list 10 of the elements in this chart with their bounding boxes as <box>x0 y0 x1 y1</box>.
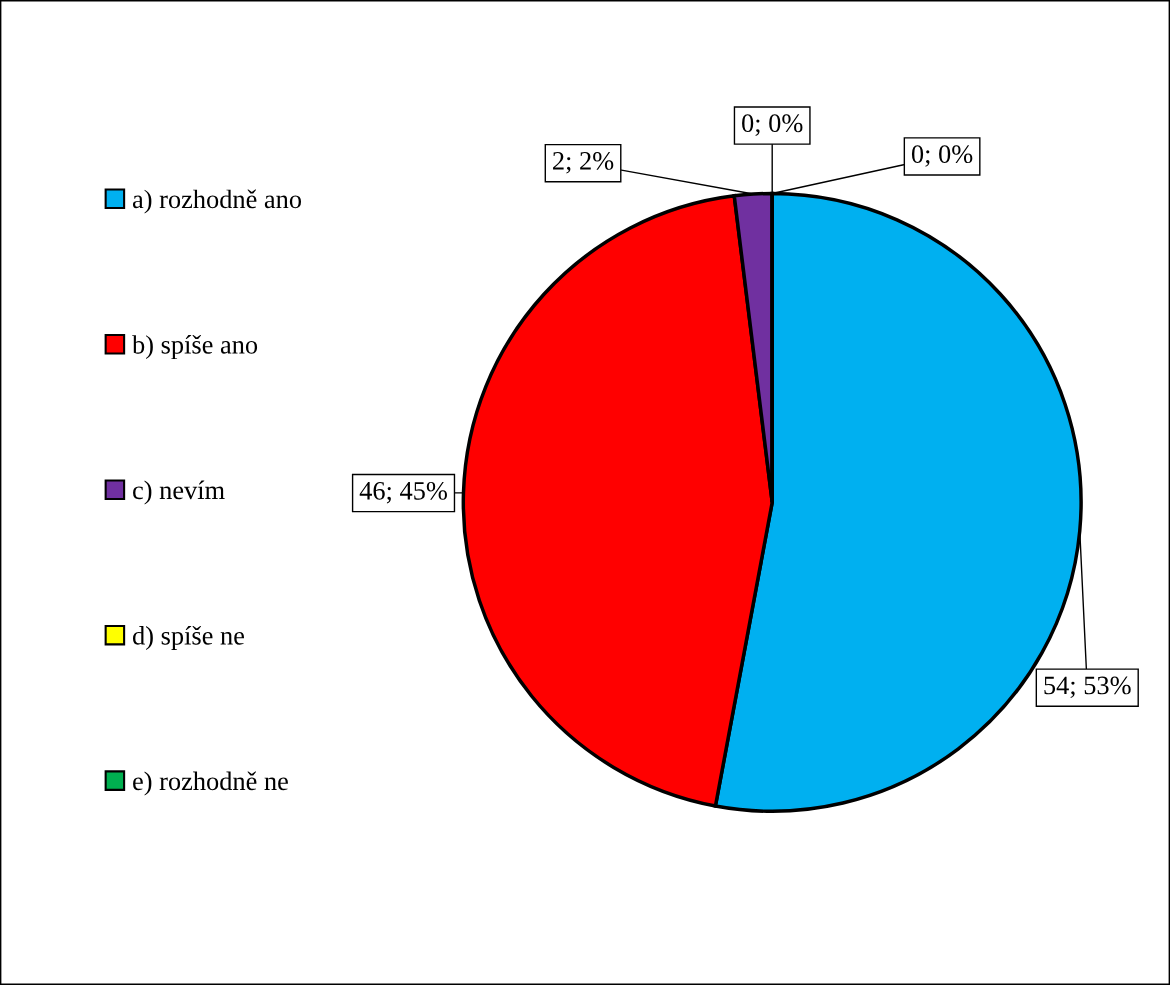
legend-label: c) nevím <box>133 480 225 505</box>
legend-label: a) rozhodně ano <box>132 189 302 214</box>
text: 0; 0% <box>742 114 803 136</box>
data-label: 2; 2% <box>553 151 614 174</box>
legend-label: b) spíše ano <box>132 335 258 360</box>
data-label: 46; 45% <box>359 481 447 504</box>
data-label: 54; 53% <box>1044 676 1131 699</box>
text: 0; 0% <box>911 145 973 167</box>
legend-label: d) spíše ne <box>132 626 244 651</box>
legend-label: e) rozhodně ne <box>133 771 288 796</box>
